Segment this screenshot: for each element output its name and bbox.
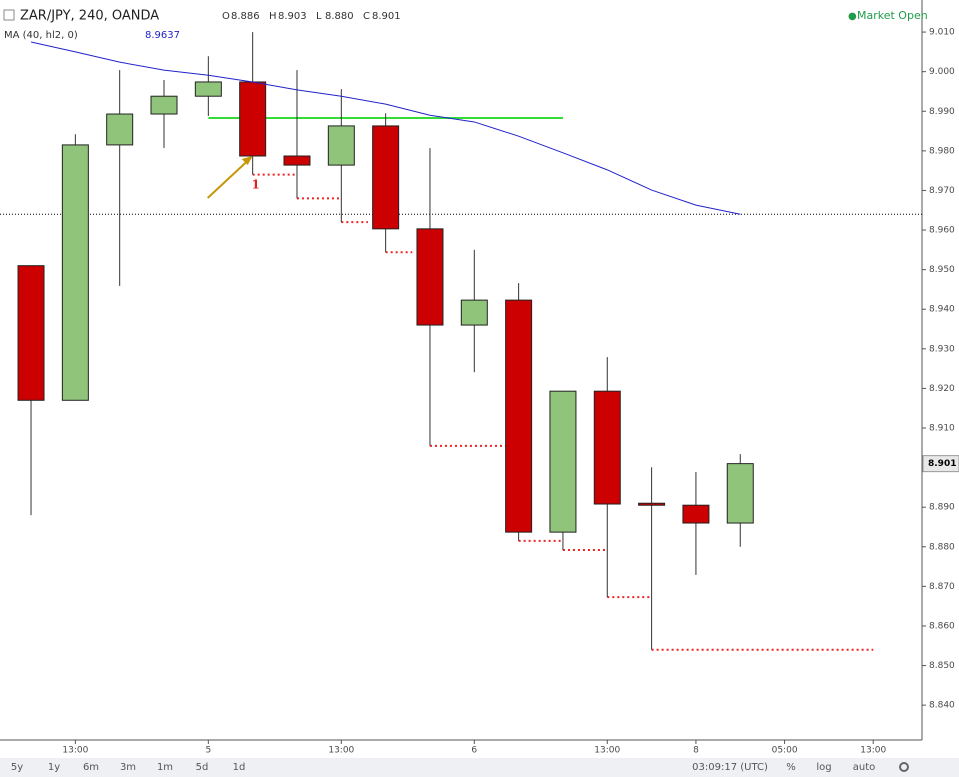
x-tick-label: 13:00 [62, 746, 88, 756]
x-tick-label: 13:00 [328, 746, 354, 756]
status-dot: ● [848, 11, 857, 22]
ohlc-value: 8.880 [325, 11, 354, 22]
y-tick-label: 8.890 [929, 503, 955, 513]
range-button[interactable]: 6m [83, 762, 99, 773]
candle-body [327, 125, 355, 166]
x-tick-label: 13:00 [860, 746, 886, 756]
candle-body [593, 390, 621, 505]
y-tick-label: 8.870 [929, 582, 955, 592]
ma-label: MA (40, hl2, 0) [4, 30, 78, 41]
y-tick-label: 9.010 [929, 28, 955, 38]
clock: 03:09:17 (UTC) [692, 762, 768, 773]
range-button[interactable]: 3m [120, 762, 136, 773]
symbol: ZAR/JPY, 240, OANDA [20, 9, 159, 24]
settings-icon[interactable] [899, 762, 909, 772]
market-status: Market Open [857, 9, 928, 22]
y-tick-label: 8.850 [929, 661, 955, 671]
y-tick-label: 8.970 [929, 186, 955, 196]
annotation-arrow [206, 157, 252, 199]
candle-body [682, 504, 710, 524]
x-tick-label: 05:00 [772, 746, 798, 756]
candle-body [505, 299, 533, 533]
ma-line [30, 41, 741, 215]
candle-body [283, 155, 311, 166]
range-button[interactable]: 5y [11, 762, 23, 773]
ohlc-value: 8.886 [231, 11, 260, 22]
candle-body [549, 390, 577, 533]
range-button[interactable]: 1m [157, 762, 173, 773]
y-tick-label: 8.860 [929, 621, 955, 631]
y-tick-label: 8.960 [929, 226, 955, 236]
x-tick-label: 5 [205, 746, 211, 756]
x-tick-label: 8 [693, 746, 699, 756]
ohlc-label: O [222, 11, 230, 22]
price-tag-label: 8.901 [928, 459, 956, 469]
ohlc-label: H [269, 11, 277, 22]
ohlc-value: 8.903 [278, 11, 307, 22]
ma-value: 8.9637 [145, 30, 180, 41]
y-tick-label: 8.950 [929, 265, 955, 275]
range-button[interactable]: 5d [196, 762, 209, 773]
y-tick-label: 8.940 [929, 305, 955, 315]
y-tick-label: 8.930 [929, 344, 955, 354]
annotation-label: 1 [251, 177, 259, 191]
x-tick-label: 13:00 [594, 746, 620, 756]
toolbar [0, 758, 959, 777]
collapse-icon[interactable] [3, 9, 15, 21]
range-button[interactable]: 1d [233, 762, 246, 773]
ohlc-label: L [316, 11, 322, 22]
ohlc-label: C [363, 11, 370, 22]
y-tick-label: 9.000 [929, 67, 955, 77]
range-button[interactable]: 1y [48, 762, 60, 773]
candle-body [416, 228, 444, 326]
candle-body [150, 95, 178, 115]
candle-body [194, 81, 222, 97]
candle-body [372, 125, 400, 230]
y-tick-label: 8.880 [929, 542, 955, 552]
candle-body [61, 144, 89, 401]
option-button[interactable]: log [816, 762, 831, 773]
candle-body [239, 81, 267, 157]
y-tick-label: 8.840 [929, 701, 955, 711]
y-tick-label: 8.990 [929, 107, 955, 117]
option-button[interactable]: % [786, 762, 796, 773]
annotation-arrowhead [241, 155, 253, 165]
ohlc-value: 8.901 [372, 11, 401, 22]
candle-body [638, 502, 666, 506]
y-tick-label: 8.920 [929, 384, 955, 394]
candle-body [460, 299, 488, 326]
price-tag [922, 455, 959, 473]
candle-body [17, 265, 45, 401]
x-tick-label: 6 [471, 746, 477, 756]
y-tick-label: 8.910 [929, 424, 955, 434]
option-button[interactable]: auto [853, 762, 876, 773]
y-tick-label: 8.980 [929, 146, 955, 156]
candle-body [106, 113, 134, 146]
candle-body [726, 463, 754, 524]
